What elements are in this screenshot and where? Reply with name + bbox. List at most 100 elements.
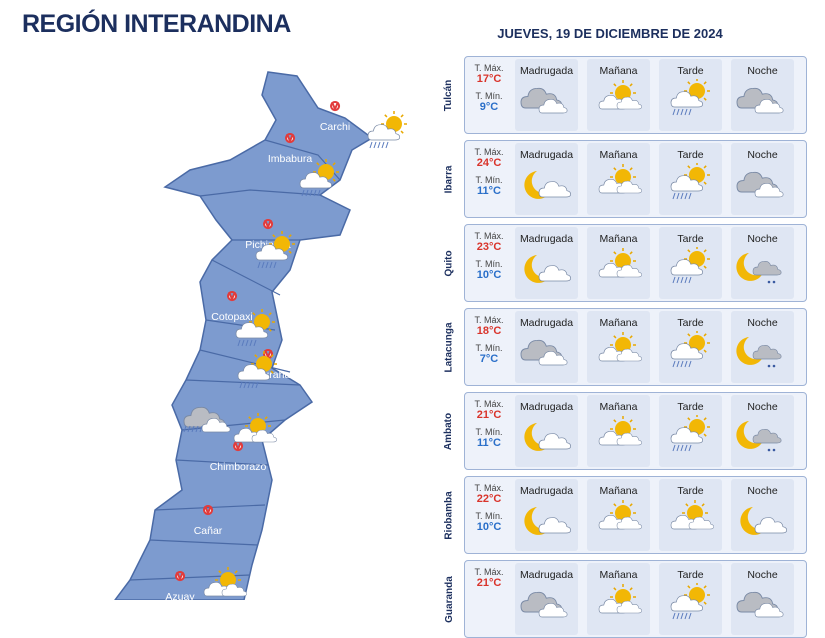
period-cell: Noche bbox=[731, 311, 794, 383]
period-cell: Noche bbox=[731, 479, 794, 551]
map-weather-icon bbox=[367, 111, 407, 149]
temperatures: T. Máx. 21°C bbox=[465, 561, 513, 637]
period-header: Madrugada bbox=[519, 233, 574, 245]
map-pin bbox=[330, 101, 341, 112]
period-cell: Tarde bbox=[659, 395, 722, 467]
period-cell: Madrugada bbox=[515, 395, 578, 467]
max-temp: 21°C bbox=[476, 409, 502, 421]
period-cell: Tarde bbox=[659, 311, 722, 383]
max-label: T. Máx. bbox=[474, 483, 504, 493]
province-label: Azuay bbox=[165, 591, 195, 600]
period-header: Mañana bbox=[599, 401, 638, 413]
min-temp: 10°C bbox=[476, 521, 502, 533]
weather-icon bbox=[740, 507, 788, 535]
weather-icon bbox=[736, 591, 784, 618]
city-name: Guaranda bbox=[443, 575, 455, 623]
min-temp: 9°C bbox=[479, 101, 499, 113]
period-cell: Tarde bbox=[659, 479, 722, 551]
period-header: Noche bbox=[747, 149, 778, 161]
period-header: Tarde bbox=[677, 401, 704, 413]
period-header: Mañana bbox=[599, 569, 638, 581]
city-cell: Ibarra bbox=[434, 140, 464, 218]
province-label: Imbabura bbox=[268, 153, 313, 165]
map-weather-icon bbox=[299, 159, 339, 197]
max-label: T. Máx. bbox=[474, 399, 504, 409]
weather-icon bbox=[524, 507, 572, 535]
province-label: Cañar bbox=[194, 525, 223, 537]
max-temp: 24°C bbox=[476, 157, 502, 169]
weather-icon bbox=[598, 332, 642, 362]
max-label: T. Máx. bbox=[474, 147, 504, 157]
period-cell: Noche bbox=[731, 227, 794, 299]
map-pin bbox=[203, 505, 214, 516]
weather-icon bbox=[520, 339, 568, 366]
forecast-box: T. Máx. 22°C T. Mín. 10°C Madrugada Mañana Tar… bbox=[464, 476, 807, 554]
weather-icon bbox=[670, 247, 710, 284]
row: Tulcán T. Máx. 17°C T. Mín. 9°C Madrugada Maña… bbox=[440, 56, 810, 134]
period-cell: Madrugada bbox=[515, 311, 578, 383]
min-label: T. Mín. bbox=[475, 427, 503, 437]
period-header: Mañana bbox=[599, 149, 638, 161]
min-label: T. Mín. bbox=[475, 511, 503, 521]
period-cell: Mañana bbox=[587, 227, 650, 299]
city-cell: Ambato bbox=[434, 392, 464, 470]
period-cell: Noche bbox=[731, 143, 794, 215]
period-header: Mañana bbox=[599, 485, 638, 497]
map-weather-icon bbox=[183, 406, 231, 433]
period-header: Noche bbox=[747, 317, 778, 329]
period-header: Mañana bbox=[599, 317, 638, 329]
period-header: Madrugada bbox=[519, 65, 574, 77]
map-weather-icon bbox=[233, 413, 277, 443]
period-header: Madrugada bbox=[519, 401, 574, 413]
map-weather-icon bbox=[255, 231, 295, 269]
period-header: Tarde bbox=[677, 149, 704, 161]
period-cell: Noche bbox=[731, 395, 794, 467]
province-label: Carchi bbox=[320, 121, 350, 133]
page: {"header":{"title":"REGIÓN INTERANDINA",… bbox=[22, 10, 810, 638]
max-temp: 22°C bbox=[476, 493, 502, 505]
period-cell: Tarde bbox=[659, 59, 722, 131]
weather-icon bbox=[598, 584, 642, 614]
weather-icon bbox=[670, 331, 710, 368]
row: Ibarra T. Máx. 24°C T. Mín. 11°C Madrugada Mañ… bbox=[440, 140, 810, 218]
period-cell: Madrugada bbox=[515, 59, 578, 131]
weather-icon bbox=[598, 164, 642, 194]
weather-icon bbox=[670, 163, 710, 200]
map-pin bbox=[227, 291, 238, 302]
max-temp: 21°C bbox=[476, 577, 502, 589]
map-pin bbox=[263, 219, 274, 230]
city-cell: Riobamba bbox=[434, 476, 464, 554]
city-cell: Latacunga bbox=[434, 308, 464, 386]
weather-icon bbox=[598, 500, 642, 530]
weather-icon bbox=[520, 87, 568, 114]
max-label: T. Máx. bbox=[474, 63, 504, 73]
period-header: Noche bbox=[747, 65, 778, 77]
period-cell: Madrugada bbox=[515, 563, 578, 635]
map: CarchiImbaburaPichinchaCotopaxiTungurahu… bbox=[114, 71, 407, 600]
min-temp: 10°C bbox=[476, 269, 502, 281]
period-header: Tarde bbox=[677, 485, 704, 497]
city-cell: Guaranda bbox=[434, 560, 464, 638]
city-cell: Quito bbox=[434, 224, 464, 302]
city-name: Ibarra bbox=[443, 165, 455, 193]
min-label: T. Mín. bbox=[475, 91, 503, 101]
forecast-box: T. Máx. 21°C Madrugada Mañana Tarde Noche bbox=[464, 560, 807, 638]
min-temp: 7°C bbox=[479, 353, 499, 365]
weather-icon bbox=[670, 79, 710, 116]
min-label: T. Mín. bbox=[475, 175, 503, 185]
city-name: Riobamba bbox=[443, 490, 455, 540]
weather-icon bbox=[736, 253, 782, 284]
max-temp: 23°C bbox=[476, 241, 502, 253]
period-cell: Tarde bbox=[659, 227, 722, 299]
period-cell: Mañana bbox=[587, 395, 650, 467]
forecast-box: T. Máx. 17°C T. Mín. 9°C Madrugada Mañana Tard… bbox=[464, 56, 807, 134]
period-header: Tarde bbox=[677, 569, 704, 581]
weather-icon bbox=[524, 171, 572, 199]
weather-icon bbox=[520, 591, 568, 618]
period-header: Noche bbox=[747, 233, 778, 245]
weather-icon bbox=[736, 337, 782, 368]
period-header: Madrugada bbox=[519, 485, 574, 497]
period-cell: Tarde bbox=[659, 563, 722, 635]
weather-icon bbox=[670, 583, 710, 620]
weather-icon bbox=[670, 415, 710, 452]
